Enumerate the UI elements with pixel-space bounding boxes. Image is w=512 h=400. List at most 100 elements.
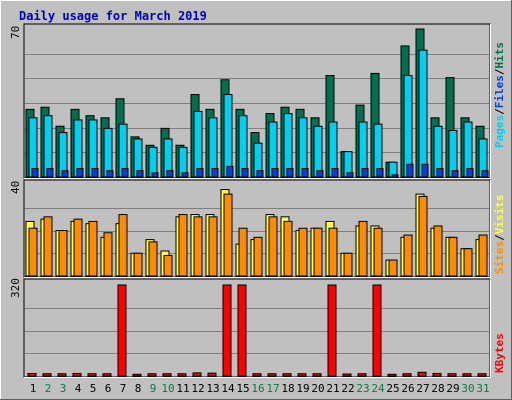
kbytes-panel-legend: KBytes: [493, 333, 506, 373]
day-label: 31: [476, 382, 489, 395]
kbytes-bar: [267, 373, 277, 377]
kbytes-bar: [477, 373, 487, 377]
legend-sep-3: /: [493, 234, 506, 241]
sites-bar: [238, 227, 248, 277]
day-label: 28: [431, 382, 444, 395]
sites-bar: [343, 252, 353, 277]
legend-sep-1: /: [493, 108, 506, 115]
kbytes-bar: [297, 373, 307, 377]
visits-ymax-label: 40: [9, 181, 22, 194]
day-label: 10: [161, 382, 174, 395]
pages-bar: [76, 168, 84, 178]
files-bar: [103, 127, 113, 178]
pages-bar: [256, 170, 264, 178]
day-label: 5: [90, 382, 97, 395]
kbytes-bar: [417, 371, 427, 377]
pages-bar: [196, 168, 204, 178]
x-axis-labels: 1 2 3 4 5 6 7 8 9 10 11 12 13 14 15 16 17 18 19 20 21 22 23 24 2…: [30, 382, 490, 395]
kbytes-bar: [192, 372, 202, 377]
kbytes-bar: [282, 373, 292, 377]
pages-bar: [451, 170, 459, 178]
kbytes-bar: [342, 373, 352, 377]
pages-bar: [346, 172, 354, 178]
sites-bar: [313, 227, 323, 277]
sites-bar: [403, 234, 413, 277]
kbytes-bar: [372, 284, 382, 377]
pages-bar: [226, 165, 234, 178]
kbytes-bar: [87, 373, 97, 377]
sites-bar: [43, 216, 53, 277]
day-label: 20: [311, 382, 324, 395]
pages-bar: [361, 168, 369, 178]
kbytes-bar: [27, 372, 37, 377]
kbytes-bar: [462, 373, 472, 377]
hits-panel-legend: Pages/Files/Hits: [493, 42, 506, 148]
files-bar: [238, 115, 248, 178]
kbytes-bar: [102, 373, 112, 377]
sites-bar: [58, 230, 68, 277]
day-label: 12: [191, 382, 204, 395]
kbytes-bar: [147, 373, 157, 377]
day-label: 15: [236, 382, 249, 395]
pages-bar: [181, 172, 189, 178]
files-bar: [193, 110, 203, 178]
sites-bar: [178, 214, 188, 277]
day-label: 13: [206, 382, 219, 395]
day-label: 29: [446, 382, 459, 395]
day-label: 19: [296, 382, 309, 395]
sites-bar: [448, 236, 458, 277]
panel-kbytes-bg: [23, 278, 491, 378]
kbytes-bar: [357, 373, 367, 377]
kbytes-bar: [402, 373, 412, 377]
pages-bar: [151, 172, 159, 178]
sites-bar: [358, 220, 368, 277]
legend-sites: Sites: [493, 241, 506, 274]
pages-bar: [241, 168, 249, 178]
bars-layer: [25, 28, 489, 377]
kbytes-bar: [327, 284, 337, 377]
files-bar: [448, 129, 458, 178]
sites-bar: [388, 259, 398, 277]
files-bar: [418, 49, 428, 178]
sites-bar: [28, 227, 38, 277]
sites-bar: [298, 227, 308, 277]
sites-bar: [103, 232, 113, 277]
day-label: 2: [45, 382, 52, 395]
legend-visits: Visits: [493, 195, 506, 235]
sites-bar: [148, 241, 158, 277]
day-label: 25: [386, 382, 399, 395]
files-bar: [223, 94, 233, 178]
kbytes-bar: [42, 373, 52, 377]
sites-bar: [253, 236, 263, 277]
sites-bar: [73, 218, 83, 277]
day-label: 26: [401, 382, 414, 395]
pages-bar: [166, 170, 174, 178]
sites-bar: [283, 220, 293, 277]
day-label: 11: [176, 382, 189, 395]
sites-bar: [373, 227, 383, 277]
files-bar: [43, 115, 53, 178]
sites-bar: [163, 255, 173, 277]
legend-pages: Pages: [493, 115, 506, 148]
legend-files: Files: [493, 75, 506, 108]
kbytes-bar: [177, 373, 187, 377]
kbytes-bar: [237, 284, 247, 377]
day-label: 6: [105, 382, 112, 395]
pages-bar: [481, 170, 489, 178]
pages-bar: [436, 168, 444, 178]
pages-bar: [406, 163, 414, 178]
sites-bar: [118, 214, 128, 277]
pages-bar: [466, 168, 474, 178]
sites-bar: [208, 216, 218, 277]
kbytes-ymax-label: 320: [9, 278, 22, 298]
kbytes-bar: [222, 284, 232, 377]
legend-sep-2: /: [493, 68, 506, 75]
sites-bar: [133, 252, 143, 277]
day-label: 30: [461, 382, 474, 395]
files-bar: [283, 113, 293, 178]
pages-bar: [301, 168, 309, 178]
kbytes-bar: [72, 372, 82, 377]
pages-bar: [376, 168, 384, 178]
